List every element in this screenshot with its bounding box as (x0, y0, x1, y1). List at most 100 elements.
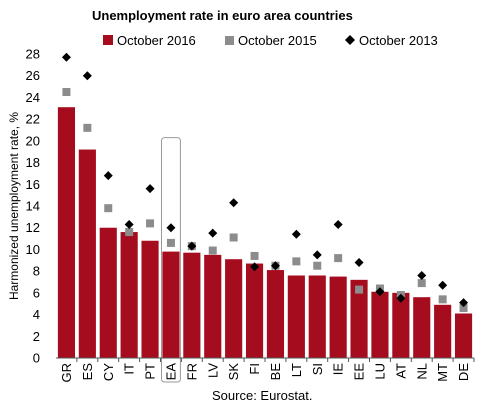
bar-ea-october-2016 (162, 251, 180, 358)
bar-it-october-2016 (120, 232, 138, 358)
x-tick-label-si: SI (310, 363, 325, 375)
y-tick-label-20: 20 (26, 133, 40, 148)
legend-label-october-2015: October 2015 (238, 33, 317, 48)
x-tick-label-ee: EE (352, 363, 367, 381)
marker-at-october-2013 (396, 293, 406, 303)
bar-ee-october-2016 (350, 279, 368, 358)
marker-es-october-2015 (83, 123, 92, 132)
bar-nl-october-2016 (413, 297, 431, 358)
bar-fr-october-2016 (183, 252, 201, 358)
bar-ie-october-2016 (329, 276, 347, 358)
x-tick-label-it: IT (122, 363, 137, 375)
x-tick-label-lv: LV (205, 363, 220, 378)
x-tick-label-ie: IE (331, 363, 346, 376)
y-tick-label-4: 4 (33, 307, 40, 322)
y-tick-label-12: 12 (26, 220, 40, 235)
bar-si-october-2016 (308, 275, 326, 358)
legend-swatch-october-2013 (345, 35, 355, 45)
legend-label-october-2013: October 2013 (359, 33, 438, 48)
marker-de-october-2015 (459, 304, 468, 313)
legend-swatch-october-2015 (225, 36, 234, 45)
marker-cy-october-2015 (104, 204, 113, 213)
bar-be-october-2016 (266, 270, 285, 358)
marker-si-october-2013 (312, 250, 322, 260)
y-tick-label-2: 2 (33, 329, 40, 344)
x-tick-label-mt: MT (435, 363, 450, 382)
y-tick-label-16: 16 (26, 177, 40, 192)
y-tick-label-22: 22 (26, 112, 40, 127)
marker-lv-october-2015 (208, 246, 217, 255)
marker-be-october-2013 (270, 261, 280, 271)
legend-label-october-2016: October 2016 (117, 33, 196, 48)
chart-title: Unemployment rate in euro area countries (92, 8, 353, 23)
marker-nl-october-2013 (417, 270, 427, 280)
x-tick-label-lt: LT (289, 363, 304, 377)
marker-si-october-2015 (313, 261, 322, 270)
marker-de-october-2013 (459, 298, 469, 308)
marker-gr-october-2013 (61, 52, 71, 62)
y-tick-label-0: 0 (33, 351, 40, 366)
markers-october-2013 (61, 52, 469, 308)
highlight-box (161, 137, 181, 383)
bar-es-october-2016 (78, 149, 96, 358)
y-tick-label-24: 24 (26, 90, 40, 105)
bars-october-2016 (57, 107, 473, 358)
marker-lt-october-2015 (292, 257, 301, 266)
bar-gr-october-2016 (57, 107, 76, 358)
y-axis-label: Harmonized unemployment rate, % (7, 112, 21, 300)
marker-lu-october-2013 (375, 287, 385, 297)
marker-ie-october-2013 (333, 219, 343, 229)
marker-cy-october-2013 (103, 171, 113, 181)
bar-at-october-2016 (392, 292, 410, 358)
x-tick-label-fi: FI (247, 363, 262, 375)
y-tick-label-28: 28 (26, 47, 40, 62)
y-tick-label-8: 8 (33, 264, 40, 279)
x-tick-label-cy: CY (101, 363, 116, 381)
x-tick-label-de: DE (456, 363, 471, 381)
marker-fr-october-2013 (187, 241, 197, 251)
x-tick-label-ea: EA (163, 363, 178, 381)
marker-fi-october-2015 (250, 251, 259, 260)
highlight-box-ea (161, 137, 181, 383)
x-tick-label-es: ES (80, 363, 95, 381)
marker-gr-october-2015 (62, 88, 71, 96)
bar-pt-october-2016 (141, 240, 159, 358)
marker-fi-october-2013 (250, 262, 260, 272)
bar-de-october-2016 (454, 313, 473, 358)
x-tick-label-at: AT (393, 363, 408, 379)
bar-lv-october-2016 (204, 254, 222, 358)
bar-lt-october-2016 (287, 275, 305, 358)
marker-ee-october-2013 (354, 257, 364, 267)
y-tick-label-6: 6 (33, 285, 40, 300)
marker-it-october-2015 (125, 228, 134, 237)
x-tick-label-nl: NL (414, 363, 429, 380)
legend-swatch-october-2016 (103, 35, 113, 45)
y-tick-label-18: 18 (26, 155, 40, 170)
x-axis-ticks: GR ES CY IT PT EA FR LV SK FI BE LT SI IE EE LU AT NL MT DE (59, 358, 475, 383)
x-tick-label-sk: SK (226, 363, 241, 381)
x-tick-label-pt: PT (143, 363, 158, 380)
marker-nl-october-2015 (417, 279, 426, 288)
marker-ie-october-2015 (334, 254, 343, 263)
marker-mt-october-2013 (438, 280, 448, 290)
y-tick-label-26: 26 (26, 68, 40, 83)
marker-ea-october-2015 (166, 238, 175, 247)
marker-ea-october-2013 (166, 223, 176, 233)
source-note: Source: Eurostat. (212, 388, 312, 403)
marker-lv-october-2013 (208, 228, 218, 238)
marker-es-october-2013 (82, 71, 92, 81)
bar-cy-october-2016 (99, 227, 117, 358)
legend: October 2016 October 2015 October 2013 (103, 33, 438, 48)
bar-sk-october-2016 (225, 259, 243, 358)
marker-lt-october-2013 (291, 229, 301, 239)
marker-pt-october-2015 (146, 219, 155, 228)
x-tick-label-lu: LU (372, 363, 387, 380)
marker-it-october-2013 (124, 219, 134, 229)
marker-pt-october-2013 (145, 184, 155, 194)
y-tick-label-14: 14 (26, 199, 40, 214)
x-tick-label-gr: GR (59, 363, 74, 383)
bar-mt-october-2016 (434, 304, 452, 358)
bar-fi-october-2016 (245, 263, 264, 358)
